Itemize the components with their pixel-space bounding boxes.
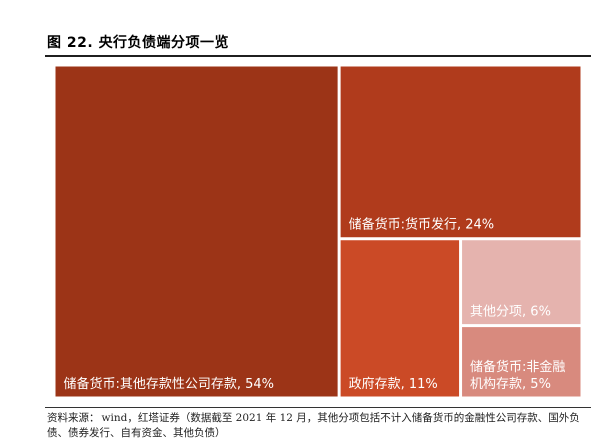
treemap-tile-4: 其他分项, 6% — [462, 240, 581, 325]
figure-number: 图 22. — [47, 35, 94, 51]
treemap-tile-rect-2 — [340, 66, 581, 238]
figure-title: 图 22. 央行负债端分项一览 — [47, 32, 229, 52]
source-text: wind，红塔证券（数据截至 2021 年 12 月，其他分项包括不计入储备货币… — [47, 412, 580, 439]
treemap-tile-label-5-line-1: 储备货币:非金融 — [470, 359, 565, 375]
treemap-tile-3: 政府存款, 11% — [340, 240, 460, 397]
title-divider — [45, 55, 591, 57]
figure-title-text: 央行负债端分项一览 — [98, 35, 230, 51]
treemap-tile-label-2: 储备货币:货币发行, 24% — [349, 217, 495, 233]
treemap-tile-label-3: 政府存款, 11% — [349, 377, 438, 392]
treemap-tile-rect-1 — [55, 66, 338, 397]
treemap-tile-label-5-line-2: 机构存款, 5% — [470, 377, 551, 392]
source-divider — [45, 407, 591, 408]
treemap-tile-rect-3 — [340, 240, 460, 397]
treemap-tile-1: 储备货币:其他存款性公司存款, 54% — [55, 66, 338, 397]
treemap-tile-label-4: 其他分项, 6% — [470, 305, 551, 320]
treemap-tile-rect-5 — [462, 327, 581, 397]
treemap-tile-2: 储备货币:货币发行, 24% — [340, 66, 581, 238]
source-label: 资料来源： — [47, 412, 100, 424]
source-note: 资料来源： wind，红塔证券（数据截至 2021 年 12 月，其他分项包括不计… — [47, 411, 587, 441]
treemap-tile-rect-4 — [462, 240, 581, 325]
treemap-tile-label-1: 储备货币:其他存款性公司存款, 54% — [64, 376, 275, 392]
